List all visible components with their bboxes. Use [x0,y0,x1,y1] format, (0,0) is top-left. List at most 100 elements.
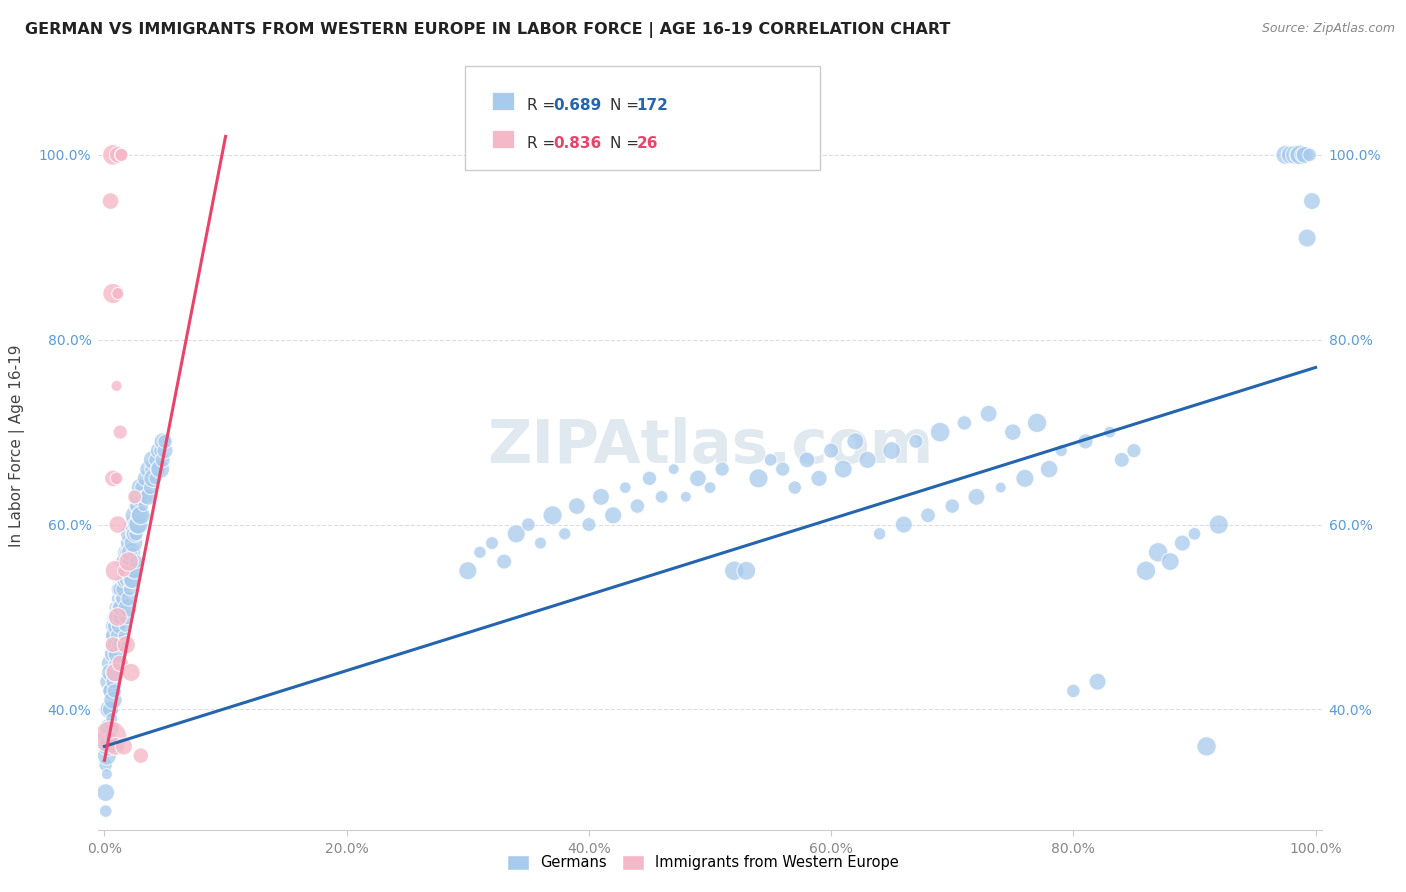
Point [97,721,120,735]
Point [1281,148,1303,162]
Point [94,804,117,818]
Point [129,508,152,523]
Point [105,619,128,633]
Point [100,665,122,680]
Point [1286,148,1309,162]
Point [110,656,132,670]
Point [100,684,122,698]
Legend: Germans, Immigrants from Western Europe: Germans, Immigrants from Western Europe [501,848,905,876]
Point [1171,536,1194,550]
Point [94,786,117,800]
Point [107,517,129,532]
Point [1279,148,1302,162]
Point [1026,416,1049,430]
Point [104,610,127,624]
Point [481,536,503,550]
Point [100,730,122,744]
Point [1050,443,1073,458]
Point [101,286,124,301]
Point [111,591,134,606]
Point [990,481,1012,495]
Point [97,739,120,754]
Point [117,564,139,578]
Text: 0.836: 0.836 [554,136,602,152]
Point [1087,674,1109,689]
Point [129,748,152,763]
Point [100,730,122,744]
Point [98,702,121,716]
Point [118,536,141,550]
Point [129,481,152,495]
Point [104,628,127,642]
Point [101,674,124,689]
Point [94,757,117,772]
Point [589,490,612,504]
Point [101,693,124,707]
Point [114,573,136,587]
Point [107,591,129,606]
Point [143,471,166,485]
Point [662,462,685,476]
Point [96,748,118,763]
Point [614,481,637,495]
Text: N =: N = [610,136,644,152]
Point [100,647,122,661]
Point [111,573,134,587]
FancyBboxPatch shape [465,66,820,169]
Point [529,536,551,550]
Point [135,490,157,504]
Point [1074,434,1097,449]
Point [136,490,159,504]
Point [759,453,782,467]
Point [115,573,138,587]
Point [117,545,139,559]
Point [1038,462,1060,476]
Point [125,555,148,569]
Point [112,564,135,578]
Point [880,443,903,458]
Point [1062,684,1084,698]
Point [110,600,132,615]
Point [112,582,135,597]
Point [468,545,491,559]
Point [110,148,132,162]
Point [139,462,162,476]
Point [105,471,128,485]
Point [108,638,131,652]
Point [1098,425,1121,439]
Point [97,674,120,689]
Point [118,526,141,541]
Point [114,619,136,633]
Point [110,564,132,578]
Point [122,536,145,550]
Point [104,647,127,661]
Point [1296,231,1319,245]
Point [107,647,129,661]
Text: 0.689: 0.689 [554,98,602,113]
Point [146,443,169,458]
Point [118,555,141,569]
Point [96,767,118,781]
Point [1159,555,1181,569]
Point [142,471,165,485]
Point [108,582,131,597]
Point [146,462,169,476]
Point [112,564,135,578]
Point [1122,443,1144,458]
Point [107,610,129,624]
Point [98,656,121,670]
Text: R =: R = [527,98,560,113]
Point [565,499,588,513]
Point [517,517,540,532]
Point [104,665,127,680]
Point [699,481,721,495]
Point [125,499,148,513]
Point [121,573,143,587]
Point [122,517,145,532]
Point [832,462,855,476]
Point [96,730,118,744]
Point [110,582,132,597]
Point [869,526,891,541]
Point [127,490,149,504]
Point [1111,453,1133,467]
